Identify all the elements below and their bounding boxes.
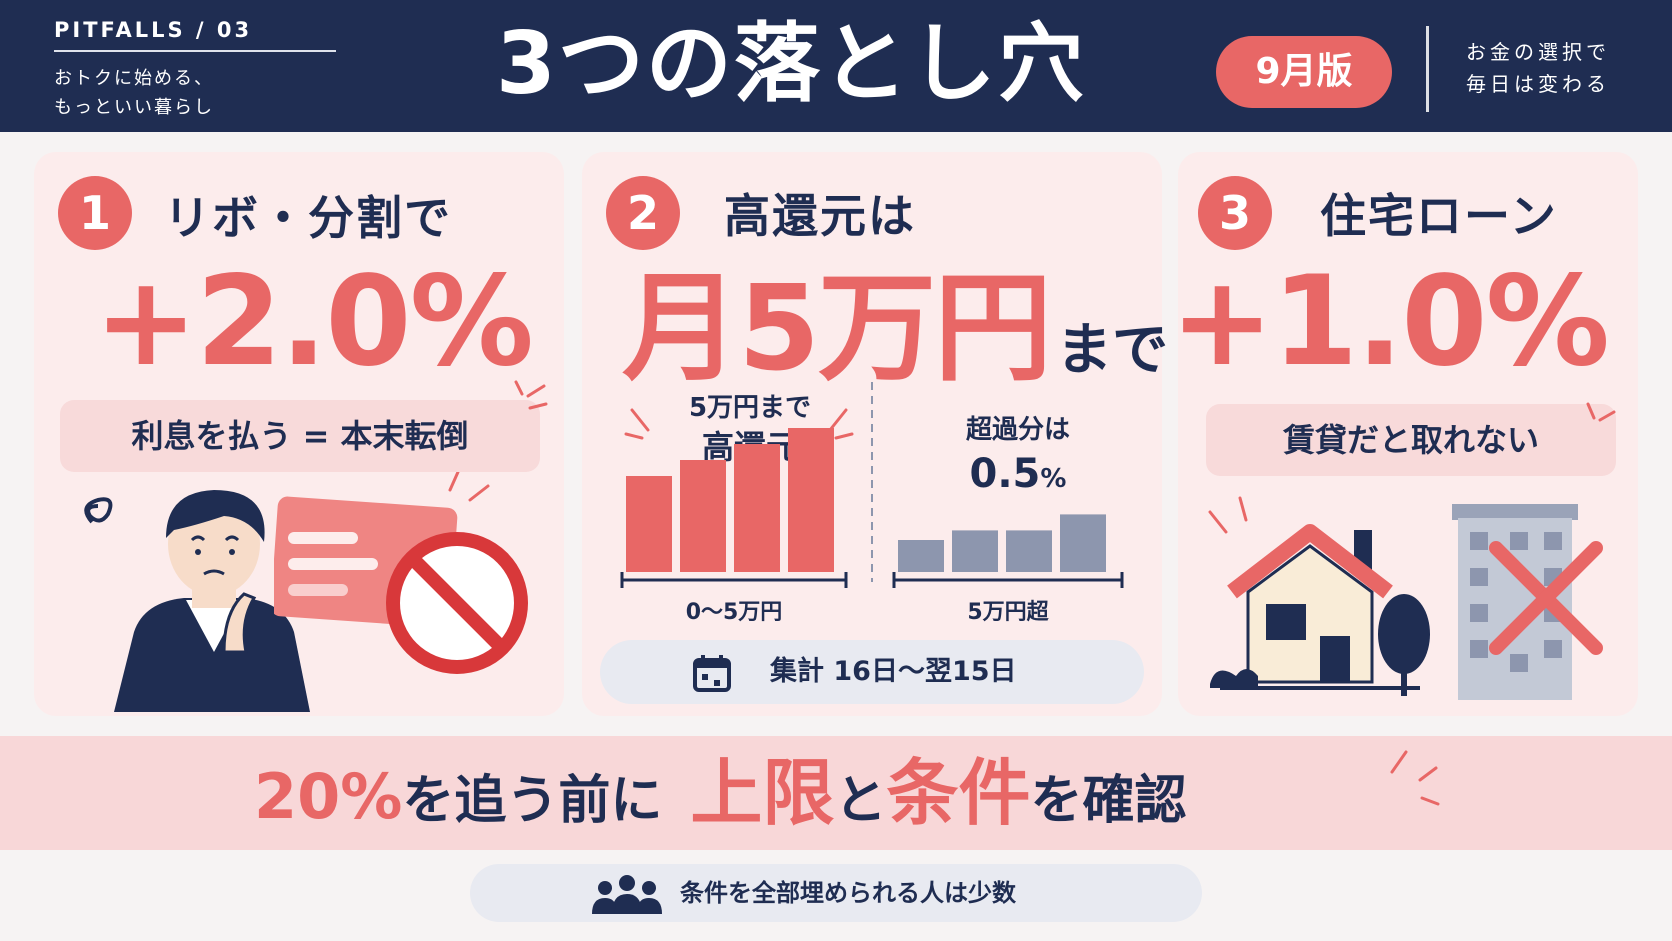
calendar-icon — [693, 655, 731, 692]
pitfall-card-1: 1 リボ・分割で +2.0% 利息を払う = 本末転倒 — [34, 152, 564, 716]
banner-text-and: と — [834, 771, 887, 831]
footnote-pill: 条件を全部埋められる人は少数 — [470, 864, 1202, 922]
edition-badge: 9月版 — [1216, 36, 1392, 108]
card-stat-2-main: 月5万円 — [622, 259, 1052, 397]
chart-axis-label-left: 0〜5万円 — [685, 600, 783, 625]
worried-person-icon — [84, 490, 310, 712]
tagline-line-1: おトクに始める、 — [54, 68, 214, 89]
chart-axis-left — [620, 572, 848, 588]
chart-bar-within-limit-1 — [626, 476, 672, 572]
card-note-3: 賃貸だと取れない — [1206, 404, 1616, 476]
banner-text-before: を追う前に — [402, 771, 663, 831]
card-heading-2: 高還元は — [724, 189, 916, 243]
banner-highlight-limit: 上限 — [690, 751, 835, 835]
card-stat-1: +2.0% — [94, 250, 534, 394]
chart-bar-over-limit-2 — [952, 530, 998, 572]
pitfall-card-3: 3 住宅ローン +1.0% 賃貸だと取れない — [1170, 152, 1638, 716]
chart-right-label-line-1: 超過分は — [965, 415, 1070, 445]
header-motto: お金の選択で 毎日は変わる — [1466, 36, 1610, 100]
card-heading-1: リボ・分割で — [164, 191, 452, 245]
banner-highlight-conditions: 条件 — [886, 751, 1031, 835]
chart-bar-over-limit-1 — [898, 540, 944, 572]
chart-bar-over-limit-4 — [1060, 514, 1106, 572]
chart-bars — [626, 428, 1106, 572]
aggregation-period-text: 集計 16日〜翌15日 — [770, 656, 1017, 687]
card-number-3: 3 — [1198, 176, 1272, 250]
chart-right-value-wrap: 0.5% — [938, 448, 1098, 505]
chart-left-label-line-1: 5万円まで — [688, 393, 812, 423]
house-icon — [1208, 496, 1420, 690]
spark-icon — [828, 408, 854, 440]
banner-text-check: を確認 — [1030, 771, 1187, 831]
header-bar: PITFALLS / 03 おトクに始める、 もっといい暮らし 3つの落とし穴 … — [0, 0, 1672, 132]
chart-axis-right — [892, 572, 1124, 588]
card-note-1: 利息を払う = 本末転倒 — [60, 400, 540, 472]
spark-icon — [624, 408, 650, 440]
card-number-1: 1 — [58, 176, 132, 250]
chart-bar-within-limit-3 — [734, 444, 780, 572]
chart-axis-label-right: 5万円超 — [967, 600, 1049, 625]
tier-bar-chart — [620, 382, 1124, 588]
spark-icon — [1390, 750, 1440, 806]
summary-banner-text: 20%を追う前に 上限と条件を確認 — [254, 750, 1186, 856]
banner-percentage: 20% — [254, 760, 403, 833]
chart-bar-within-limit-4 — [788, 428, 834, 572]
spark-icon — [1586, 402, 1616, 422]
cross-mark-icon — [1489, 541, 1603, 655]
spark-icon — [514, 380, 548, 410]
chart-bar-over-limit-3 — [1006, 530, 1052, 572]
motto-line-1: お金の選択で — [1466, 40, 1610, 64]
header-divider — [1426, 26, 1429, 112]
card-number-2: 2 — [606, 176, 680, 250]
prohibited-icon — [386, 532, 528, 674]
chart-left-label: 5万円まで 高還元 — [680, 390, 820, 468]
tree-icon — [1378, 594, 1430, 696]
series-label: PITFALLS / 03 — [54, 18, 253, 42]
summary-banner: 20%を追う前に 上限と条件を確認 — [0, 736, 1672, 850]
chart-right-label: 超過分は 0.5% — [938, 412, 1098, 505]
aggregation-period-pill: 集計 16日〜翌15日 — [600, 640, 1144, 704]
page-title: 3つの落とし穴 — [496, 14, 1086, 114]
card-stat-2: 月5万円 まで — [622, 248, 1168, 408]
card-stat-3: +1.0% — [1170, 250, 1610, 394]
people-icon — [592, 875, 662, 914]
series-divider — [54, 50, 336, 52]
footnote-text: 条件を全部埋められる人は少数 — [680, 879, 1016, 907]
card-stat-2-suffix: まで — [1056, 318, 1169, 383]
tagline-line-2: もっといい暮らし — [54, 97, 214, 118]
chart-right-value: 0.5 — [969, 451, 1041, 497]
brand-tagline: おトクに始める、 もっといい暮らし — [54, 64, 354, 122]
chart-right-unit: % — [1040, 464, 1067, 494]
chart-bar-within-limit-2 — [680, 460, 726, 572]
card-heading-3: 住宅ローン — [1320, 189, 1558, 243]
motto-line-2: 毎日は変わる — [1466, 72, 1610, 96]
